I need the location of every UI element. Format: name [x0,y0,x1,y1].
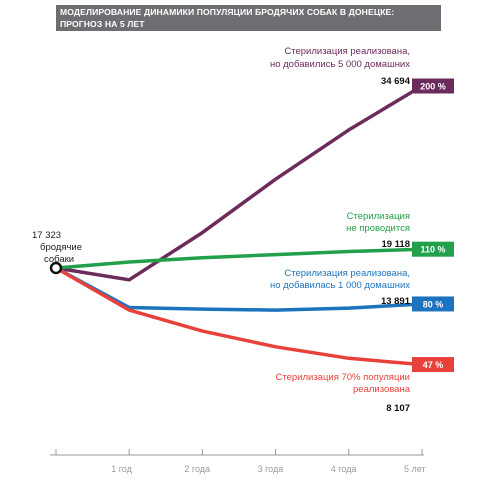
series-badge-label: 200 % [420,82,446,92]
series-name-label: но добавилась 1 000 домашних [270,280,410,291]
series-name-label: реализована [353,384,411,395]
series-line [54,266,424,367]
series-name-label: Стерилизация [347,211,410,222]
chart-title-line-1: МОДЕЛИРОВАНИЕ ДИНАМИКИ ПОПУЛЯЦИИ БРОДЯЧИ… [60,7,395,17]
x-tick-label: 2 года [184,464,210,474]
x-tick-label: 4 года [331,464,357,474]
series-name-label: Стерилизация реализована, [284,46,410,57]
start-value-label: 17 323 [32,230,61,241]
series-end-value: 34 694 [381,76,411,87]
x-tick-label: 3 года [258,464,284,474]
start-point-marker [49,261,63,275]
series-name-label: не проводится [346,223,410,234]
series-badge-label: 80 % [423,299,444,309]
series-line [54,247,424,270]
x-tick-label: 1 год [111,464,132,474]
chart-title: МОДЕЛИРОВАНИЕ ДИНАМИКИ ПОПУЛЯЦИИ БРОДЯЧИ… [56,5,441,31]
series-badge-bg [412,296,454,312]
series-badge-bg [412,241,454,257]
start-value-label: собаки [44,254,74,265]
series-badge-bg [412,357,454,373]
series-line [54,84,424,282]
series-badge-label: 47 % [423,360,444,370]
series-end-value: 8 107 [386,403,410,414]
series-name-label: но добавились 5 000 домашних [270,59,410,70]
series-end-value: 19 118 [381,239,410,250]
start-value-label: бродячие [40,242,82,253]
series-end-value: 13 891 [381,296,411,307]
chart-title-line-2: ПРОГНОЗ НА 5 ЛЕТ [60,19,145,29]
series-name-label: Стерилизация реализована, [284,268,410,279]
series-badge-label: 110 % [420,245,445,255]
series-name-label: Стерилизация 70% популяции [275,372,410,383]
series-line [54,266,424,312]
x-tick-label: 5 лет [404,464,426,474]
series-badge-bg [412,78,454,94]
